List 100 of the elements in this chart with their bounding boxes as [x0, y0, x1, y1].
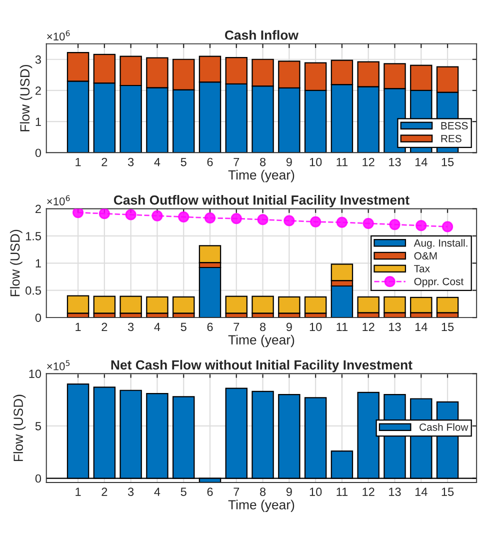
x-axis-title: Time (year) — [228, 500, 294, 512]
x-tick-label: 9 — [286, 488, 292, 496]
x-tick-label: 12 — [362, 158, 374, 166]
text: ×10$^{6}$ — [47, 30, 70, 40]
point — [389, 218, 400, 230]
point — [416, 220, 427, 232]
y-tick-label: 2 — [36, 204, 41, 214]
point — [125, 209, 136, 220]
x-tick-label: 10 — [310, 488, 322, 496]
y-tick-label: 0 — [35, 474, 42, 483]
legend-label: Tax — [414, 265, 430, 272]
y-tick-label: 3 — [35, 55, 41, 64]
x-tick-label: 4 — [154, 322, 160, 331]
x-tick-label: 5 — [180, 322, 186, 332]
bar — [436, 296, 459, 314]
legend-label: O&M — [414, 252, 437, 260]
y-tick-label: 1 — [36, 259, 41, 268]
bar — [278, 296, 300, 314]
legend-label: BESS — [441, 122, 468, 130]
bar — [93, 296, 116, 314]
x-tick-label: 4 — [154, 488, 160, 496]
x-tick-label: 3 — [128, 158, 134, 166]
y-tick-label: 1.5 — [26, 232, 42, 240]
bar — [120, 296, 142, 314]
x-tick-label: 13 — [389, 322, 401, 332]
y-axis-title: Flow (USD) — [20, 64, 32, 132]
x-tick-label: 5 — [180, 158, 186, 166]
x-tick-label: 11 — [336, 488, 348, 496]
x-axis-title: Time (year) — [228, 334, 294, 348]
x-tick-label: 8 — [260, 488, 266, 496]
x-tick-label: 2 — [102, 322, 108, 331]
y-axis-title: Flow (USD) — [13, 394, 26, 462]
chart-title: Net Cash Flow without Initial Facility Investment — [111, 360, 412, 372]
point — [178, 211, 190, 222]
x-tick-label: 1 — [76, 488, 81, 496]
x-tick-label: 2 — [102, 488, 108, 496]
y-tick-label: 10 — [29, 370, 42, 378]
point — [98, 208, 110, 220]
x-tick-label: 9 — [286, 322, 292, 332]
x-tick-label: 8 — [260, 322, 266, 332]
x-tick-label: 7 — [234, 488, 240, 496]
chart-title: Cash Inflow — [224, 30, 299, 40]
x-tick-label: 6 — [207, 488, 213, 496]
x-tick-label: 7 — [234, 322, 240, 331]
chart-title: Cash Outflow without Initial Facility Investment — [114, 195, 410, 208]
x-tick-label: 15 — [442, 158, 454, 166]
x-tick-label: 14 — [415, 488, 428, 496]
bar — [66, 295, 90, 314]
y-tick-label: 2 — [36, 86, 41, 95]
x-tick-label: 4 — [154, 158, 160, 166]
x-tick-label: 1 — [76, 158, 81, 166]
bar — [172, 296, 195, 314]
legend-label: Aug. Install. — [414, 239, 468, 249]
point — [284, 215, 295, 226]
text: ×10$^{5}$ — [47, 360, 70, 370]
x-tick-label: 8 — [260, 158, 266, 166]
x-tick-label: 9 — [286, 158, 292, 166]
point — [230, 212, 242, 224]
point — [310, 216, 322, 228]
y-tick-label: 0.5 — [26, 286, 42, 295]
point — [336, 216, 348, 228]
x-tick-label: 6 — [207, 322, 213, 332]
bar — [330, 285, 354, 318]
point — [257, 214, 268, 226]
bar — [198, 266, 222, 318]
x-tick-label: 13 — [389, 488, 401, 496]
point — [152, 210, 163, 222]
x-tick-label: 10 — [310, 158, 322, 166]
bar — [304, 296, 327, 314]
point — [442, 221, 454, 232]
y-tick-label: 0 — [35, 148, 42, 158]
bar — [410, 296, 432, 314]
x-tick-label: 11 — [336, 322, 348, 331]
x-tick-label: 11 — [336, 158, 348, 166]
legend-label: RES — [441, 134, 462, 142]
x-tick-label: 15 — [442, 488, 454, 496]
point — [72, 208, 84, 218]
x-tick-label: 14 — [415, 158, 428, 166]
x-tick-label: 2 — [102, 158, 108, 166]
y-tick-label: 0 — [35, 314, 42, 322]
bar — [357, 296, 380, 314]
x-tick-label: 12 — [362, 322, 374, 331]
y-tick-label: 5 — [35, 422, 42, 430]
x-tick-label: 3 — [128, 322, 134, 332]
legend-label: Oppr. Cost — [414, 278, 464, 288]
text: ×10$^{6}$ — [47, 195, 70, 206]
x-tick-label: 15 — [442, 322, 454, 332]
bar — [384, 296, 406, 314]
x-tick-label: 7 — [234, 158, 240, 166]
x-tick-label: 5 — [180, 488, 186, 496]
x-tick-label: 14 — [415, 322, 428, 331]
x-tick-label: 3 — [128, 488, 134, 496]
point — [204, 212, 216, 224]
legend-label: Cash Flow — [420, 423, 468, 431]
x-tick-label: 1 — [76, 322, 81, 331]
y-axis-title: Flow (USD) — [10, 230, 22, 296]
bar — [225, 296, 248, 314]
x-axis-title: Time (year) — [228, 170, 294, 182]
y-tick-label: 1 — [36, 118, 41, 126]
bar — [146, 296, 168, 314]
